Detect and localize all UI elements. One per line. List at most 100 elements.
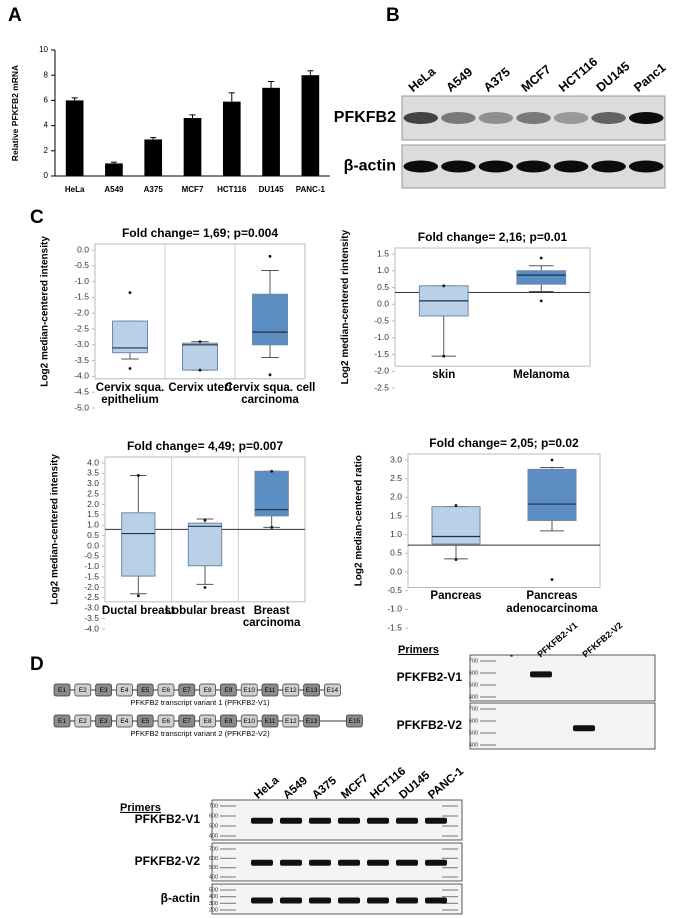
box — [252, 293, 288, 346]
lane-label: A375 — [481, 65, 513, 95]
exon — [240, 683, 258, 697]
exon — [53, 714, 71, 728]
exon-label: E3 — [100, 687, 108, 694]
blot-band — [441, 112, 476, 124]
exon-label: E9 — [224, 687, 232, 694]
chart-title: Fold change= 2,05; p=0.02 — [429, 437, 579, 450]
box — [516, 270, 567, 285]
x-tick-label: A375 — [144, 185, 164, 194]
exon — [199, 683, 216, 697]
x-tick-label: A549 — [104, 185, 124, 194]
y-tick-label: 1.0 — [87, 520, 99, 530]
error-bar — [228, 92, 235, 102]
panel-label: A — [8, 5, 22, 26]
gel-band — [309, 859, 331, 866]
exon-label: E2 — [79, 687, 87, 694]
primers-heading: Primers — [398, 644, 439, 656]
blot-band — [403, 160, 439, 173]
exon — [346, 714, 363, 728]
exon-label: E7 — [183, 718, 191, 725]
y-tick-label: 3.0 — [87, 478, 99, 488]
y-tick-label: -1.5 — [74, 292, 89, 302]
gel-row-label: PFKFB2-V1 — [397, 670, 463, 684]
y-tick-label: -0.5 — [74, 260, 89, 270]
exon — [282, 683, 300, 697]
error-bar — [110, 161, 117, 164]
category-label: Lobular breast — [165, 604, 245, 617]
y-tick-label: -0.5 — [374, 315, 389, 325]
bar — [301, 75, 320, 176]
y-tick-label: 2.0 — [390, 492, 402, 502]
gel-lane-label: A375 — [310, 774, 339, 801]
y-tick-label: 0 — [44, 171, 49, 180]
exon — [240, 714, 258, 728]
gel-lane-label: - — [510, 650, 513, 660]
exon-label: E13 — [306, 687, 318, 694]
outlier — [128, 367, 132, 370]
lane-label: HCT116 — [556, 55, 600, 95]
gel-band — [367, 817, 389, 824]
exon — [220, 683, 237, 697]
blot-band — [516, 112, 551, 124]
primers-heading: Primers — [120, 802, 161, 814]
y-tick-label: 2.5 — [87, 488, 99, 498]
exon-label: E1 — [58, 687, 66, 694]
exon-label: E8 — [204, 718, 212, 725]
exon — [74, 683, 92, 697]
gel-band — [530, 671, 552, 678]
y-tick-label: -4.5 — [74, 386, 89, 396]
category-label-box: Ductal breast — [102, 605, 175, 617]
panel-label: D — [30, 654, 44, 675]
y-tick-label: -2.5 — [374, 382, 389, 392]
gel-row-label: PFKFB2-V2 — [397, 718, 463, 732]
gel-band — [280, 817, 302, 824]
exon-label: E12 — [285, 718, 297, 725]
gel-band — [425, 897, 447, 904]
chart-title: Fold change= 1,69; p=0.004 — [121, 227, 279, 240]
y-tick-label: -1.0 — [84, 561, 99, 571]
outlier — [268, 254, 272, 258]
exon — [136, 714, 154, 728]
panel-label: C — [30, 207, 44, 228]
y-tick-label: 1.5 — [390, 510, 402, 520]
x-tick-label: PANC-1 — [296, 185, 326, 194]
y-tick-label: 0.5 — [87, 530, 99, 540]
ladder-label: 500 — [469, 682, 478, 688]
exon — [261, 714, 279, 728]
outlier — [442, 354, 446, 358]
error-bar — [189, 114, 196, 119]
ladder-label: 500 — [209, 887, 218, 893]
y-tick-label: -3.0 — [84, 603, 99, 613]
gel-band — [251, 897, 273, 904]
category-label: Melanoma — [513, 369, 570, 382]
exon-label: E11 — [264, 718, 275, 725]
gel-row — [211, 883, 463, 915]
exon-label: E11 — [264, 687, 275, 694]
gel-row — [211, 799, 463, 841]
outlier — [270, 525, 274, 529]
bar — [262, 87, 280, 176]
outlier — [550, 578, 554, 581]
bar — [183, 118, 202, 176]
y-tick-label: 2.5 — [390, 473, 402, 483]
ladder-label: 700 — [209, 803, 218, 809]
y-tick-label: -4.0 — [84, 623, 99, 633]
bar — [144, 139, 163, 176]
y-tick-label: 4.0 — [87, 457, 99, 467]
category-label-box: Cervix squa. epithelium — [96, 382, 164, 407]
exon-label: E7 — [183, 687, 191, 694]
exon — [157, 714, 175, 728]
ladder-label: 500 — [469, 730, 478, 736]
exon-label: E8 — [204, 687, 212, 694]
y-tick-label: -3.5 — [74, 355, 89, 365]
outlier — [203, 586, 207, 589]
exon — [303, 683, 320, 697]
bar — [105, 163, 123, 176]
category-label-box: Melanoma — [513, 369, 570, 382]
gel-band — [280, 897, 302, 904]
gel-band — [280, 859, 302, 866]
gel-band — [338, 897, 360, 904]
ladder-label: 600 — [209, 813, 218, 819]
y-axis-label-box: Log2 median-centered intensity — [50, 454, 61, 605]
